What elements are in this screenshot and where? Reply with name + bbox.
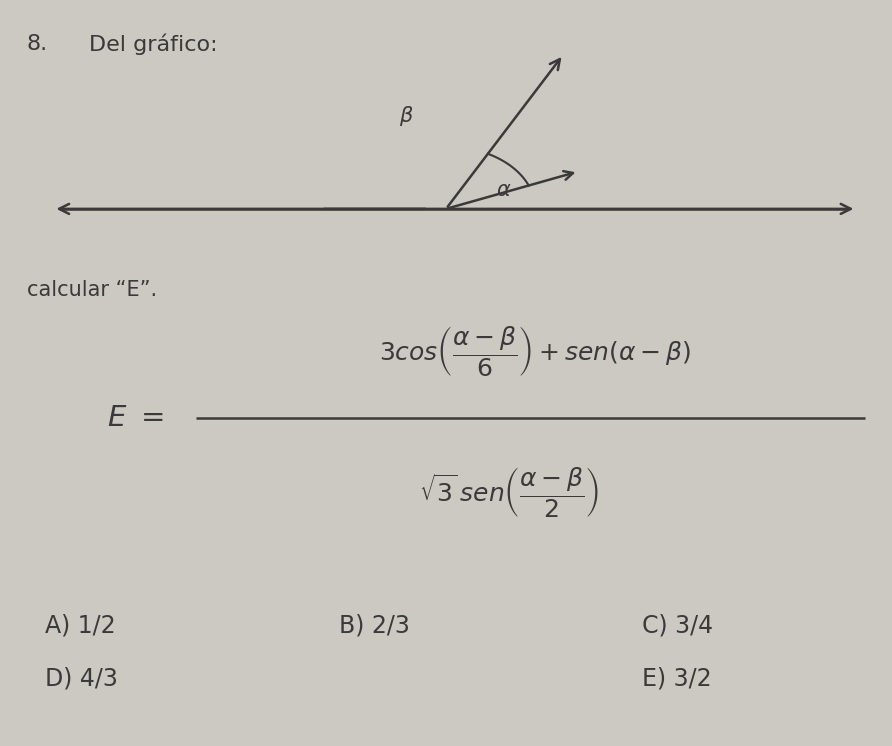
Text: $\sqrt{3}\,sen\left(\dfrac{\alpha-\beta}{2}\right)$: $\sqrt{3}\,sen\left(\dfrac{\alpha-\beta}… [418,466,599,519]
Text: $\alpha$: $\alpha$ [496,181,512,200]
Text: $E\ =$: $E\ =$ [107,404,164,432]
Text: E) 3/2: E) 3/2 [642,666,712,690]
Text: $\beta$: $\beta$ [399,104,413,128]
Text: A) 1/2: A) 1/2 [45,614,115,638]
Text: $3cos\left(\dfrac{\alpha-\beta}{6}\right)+sen(\alpha-\beta)$: $3cos\left(\dfrac{\alpha-\beta}{6}\right… [379,324,691,377]
Text: calcular “E”.: calcular “E”. [27,280,157,300]
Text: D) 4/3: D) 4/3 [45,666,118,690]
Text: 8.: 8. [27,34,48,54]
Text: B) 2/3: B) 2/3 [339,614,409,638]
Text: C) 3/4: C) 3/4 [642,614,714,638]
Text: Del gráfico:: Del gráfico: [89,34,218,55]
